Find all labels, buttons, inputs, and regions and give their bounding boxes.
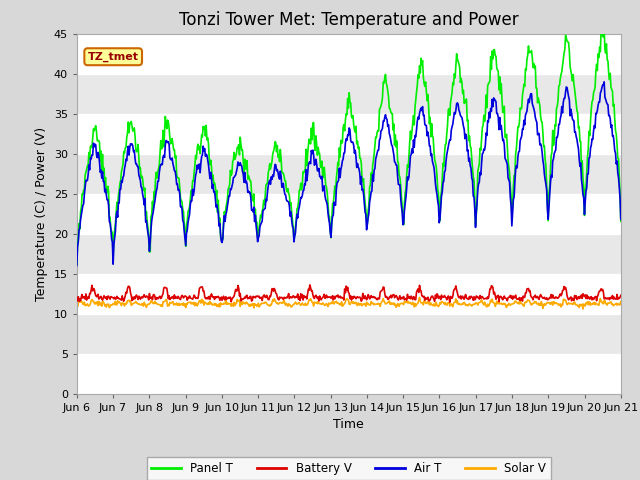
Battery V: [446, 300, 454, 305]
Solar V: [617, 299, 625, 304]
Solar V: [194, 302, 202, 308]
Battery V: [139, 295, 147, 301]
Line: Air T: Air T: [77, 82, 621, 265]
Panel T: [83, 167, 90, 172]
Bar: [77, 234, 621, 274]
Panel T: [431, 156, 438, 162]
Panel T: [617, 218, 625, 224]
Solar V: [431, 302, 439, 308]
Air T: [194, 166, 202, 172]
Air T: [431, 171, 438, 177]
Solar V: [579, 306, 587, 312]
Bar: [77, 154, 621, 193]
Legend: Panel T, Battery V, Air T, Solar V: Panel T, Battery V, Air T, Solar V: [147, 457, 551, 480]
Solar V: [83, 302, 90, 308]
Battery V: [306, 282, 314, 288]
Line: Panel T: Panel T: [77, 27, 621, 264]
Panel T: [73, 262, 81, 267]
Air T: [600, 79, 608, 85]
Solar V: [139, 301, 147, 307]
Panel T: [600, 24, 608, 30]
Panel T: [223, 201, 230, 206]
Panel T: [194, 141, 202, 147]
Bar: [77, 73, 621, 114]
Battery V: [83, 297, 90, 303]
Battery V: [431, 292, 439, 298]
Air T: [415, 116, 422, 122]
Solar V: [416, 295, 424, 300]
Air T: [83, 178, 90, 184]
Text: TZ_tmet: TZ_tmet: [88, 51, 139, 62]
Battery V: [617, 292, 625, 298]
Bar: [77, 313, 621, 354]
Title: Tonzi Tower Met: Temperature and Power: Tonzi Tower Met: Temperature and Power: [179, 11, 518, 29]
Battery V: [73, 297, 81, 303]
Solar V: [415, 297, 422, 303]
Solar V: [73, 297, 81, 303]
Air T: [223, 209, 230, 215]
Line: Battery V: Battery V: [77, 285, 621, 302]
Air T: [617, 216, 625, 222]
Y-axis label: Temperature (C) / Power (V): Temperature (C) / Power (V): [35, 127, 48, 300]
Solar V: [223, 301, 230, 307]
Panel T: [415, 75, 422, 81]
Battery V: [416, 282, 424, 288]
Air T: [73, 263, 81, 268]
X-axis label: Time: Time: [333, 418, 364, 431]
Air T: [139, 192, 147, 197]
Line: Solar V: Solar V: [77, 298, 621, 309]
Panel T: [139, 176, 147, 181]
Battery V: [194, 296, 202, 301]
Battery V: [223, 296, 230, 302]
